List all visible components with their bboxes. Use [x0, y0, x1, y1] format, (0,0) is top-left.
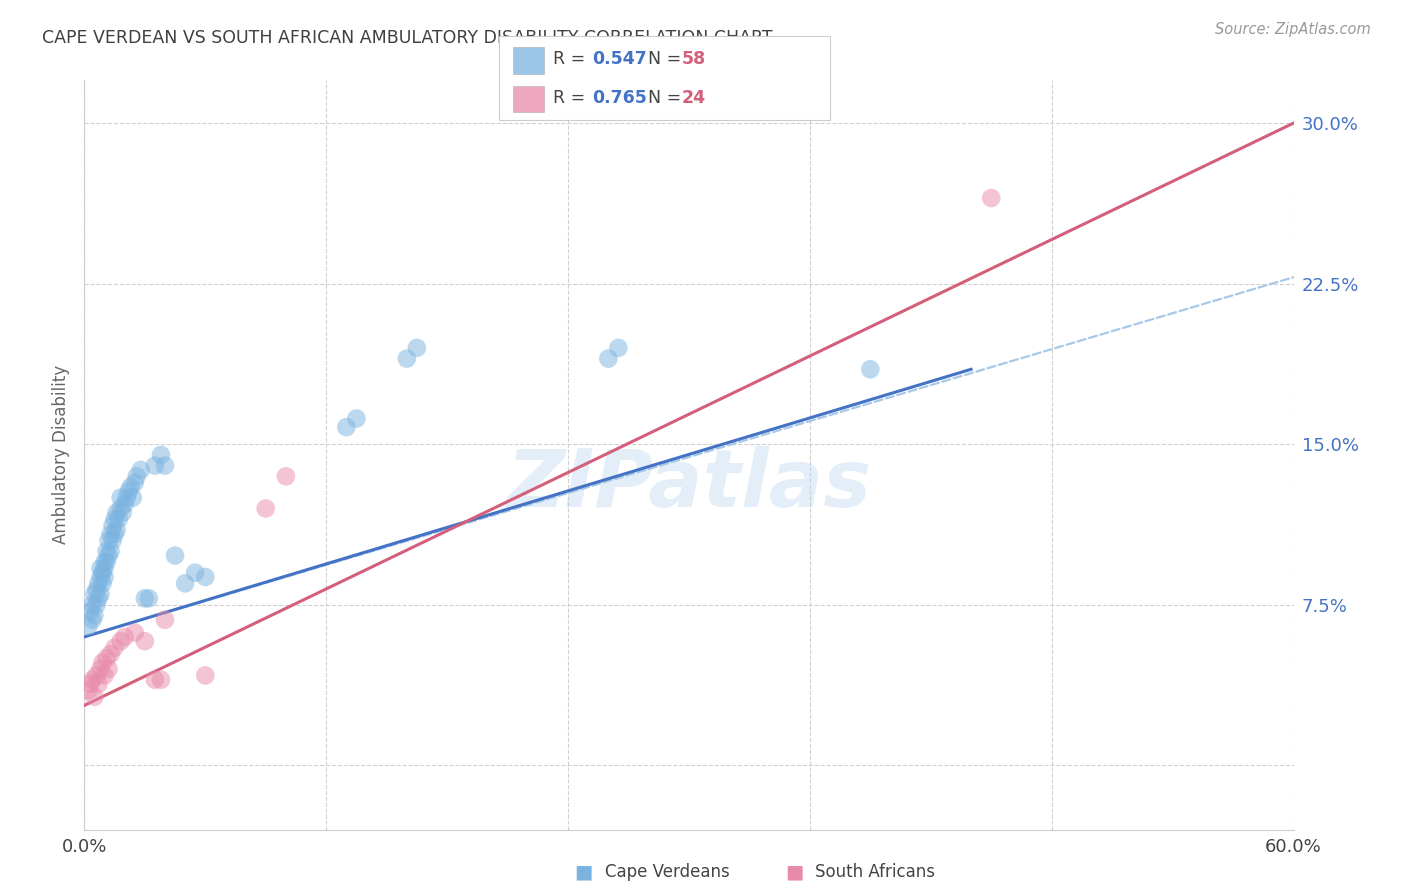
Point [100, 527, 122, 541]
Point [335, 420, 357, 434]
Point [153, 613, 176, 627]
Point [104, 527, 127, 541]
Point [91, 656, 114, 670]
Point [105, 506, 128, 520]
Point [980, 191, 1002, 205]
Point [97, 533, 120, 548]
Point [143, 673, 166, 687]
Point [93, 668, 115, 682]
Point [91, 576, 114, 591]
Point [97, 549, 120, 563]
Point [86, 668, 108, 682]
Point [82, 598, 104, 612]
Point [93, 570, 115, 584]
Point [120, 480, 142, 494]
Point [93, 561, 115, 575]
Point [87, 576, 110, 591]
Point [87, 677, 110, 691]
Point [91, 566, 114, 580]
Point [598, 351, 620, 366]
Point [82, 673, 104, 687]
Point [111, 506, 134, 520]
Point [143, 458, 166, 473]
Text: ZIPatlas: ZIPatlas [506, 446, 872, 524]
Point [107, 512, 129, 526]
Text: CAPE VERDEAN VS SOUTH AFRICAN AMBULATORY DISABILITY CORRELATION CHART: CAPE VERDEAN VS SOUTH AFRICAN AMBULATORY… [42, 29, 773, 46]
Point [86, 598, 108, 612]
Point [124, 625, 146, 640]
Point [104, 512, 127, 526]
Point [96, 651, 118, 665]
Point [134, 634, 156, 648]
Point [129, 463, 152, 477]
Point [346, 411, 368, 425]
Text: 0.765: 0.765 [592, 89, 647, 107]
Point [194, 668, 217, 682]
Point [406, 341, 429, 355]
Point [100, 544, 122, 558]
Text: R =: R = [553, 89, 591, 107]
Text: ■: ■ [574, 863, 593, 882]
Point [79, 604, 101, 618]
Point [395, 351, 418, 366]
Text: 0.547: 0.547 [592, 50, 647, 68]
Point [83, 608, 105, 623]
Text: N =: N = [637, 89, 686, 107]
Point [149, 448, 172, 462]
Point [105, 523, 128, 537]
Point [104, 640, 127, 655]
Point [110, 491, 132, 505]
Point [194, 570, 217, 584]
Y-axis label: Ambulatory Disability: Ambulatory Disability [52, 366, 70, 544]
Point [121, 491, 143, 505]
Point [101, 518, 124, 533]
Point [96, 555, 118, 569]
Text: N =: N = [637, 50, 686, 68]
Text: Cape Verdeans: Cape Verdeans [605, 863, 730, 881]
Point [100, 647, 122, 661]
Point [254, 501, 277, 516]
Point [607, 341, 630, 355]
Point [118, 484, 141, 499]
Point [101, 533, 124, 548]
Point [97, 662, 120, 676]
Point [93, 555, 115, 569]
Text: Source: ZipAtlas.com: Source: ZipAtlas.com [1215, 22, 1371, 37]
Text: 58: 58 [682, 50, 706, 68]
Text: South Africans: South Africans [815, 863, 935, 881]
Point [77, 619, 100, 633]
Point [89, 570, 111, 584]
Point [89, 587, 111, 601]
Point [89, 662, 111, 676]
Point [89, 561, 111, 575]
Point [149, 673, 172, 687]
Point [165, 549, 187, 563]
Point [96, 544, 118, 558]
Point [86, 582, 108, 597]
Point [125, 469, 148, 483]
Point [174, 576, 197, 591]
Text: 24: 24 [682, 89, 706, 107]
Point [274, 469, 297, 483]
Point [115, 491, 138, 505]
Point [83, 690, 105, 704]
Point [83, 587, 105, 601]
Point [110, 501, 132, 516]
Point [184, 566, 207, 580]
Point [138, 591, 160, 606]
Point [110, 634, 132, 648]
Point [124, 475, 146, 490]
Point [82, 613, 104, 627]
Point [859, 362, 882, 376]
Text: ■: ■ [785, 863, 804, 882]
Point [134, 591, 156, 606]
Point [114, 630, 136, 644]
Point [87, 591, 110, 606]
Point [79, 677, 101, 691]
Point [153, 458, 176, 473]
Point [114, 497, 136, 511]
Text: R =: R = [553, 50, 591, 68]
Point [77, 683, 100, 698]
